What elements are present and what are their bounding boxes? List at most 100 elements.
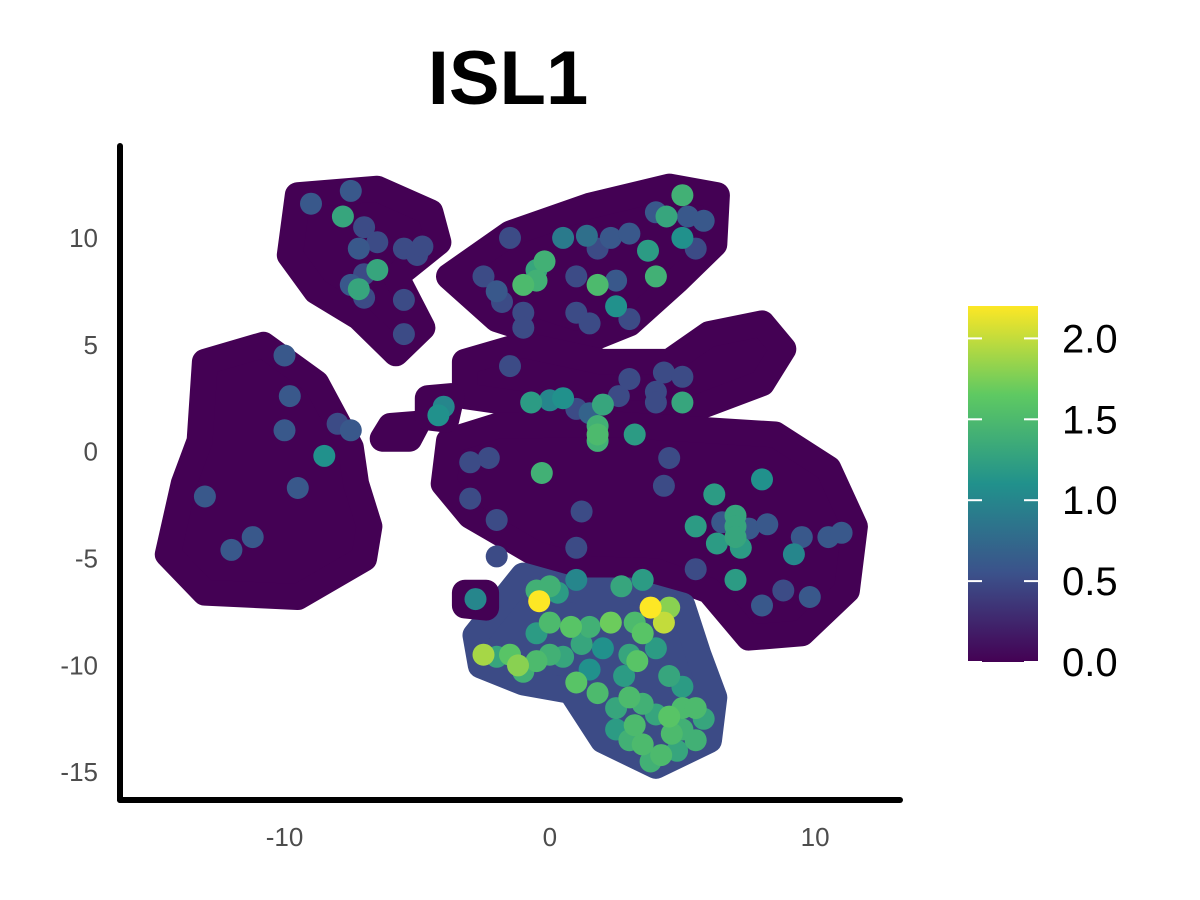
data-point [565, 568, 588, 591]
data-point [565, 536, 588, 559]
data-point [300, 192, 322, 215]
data-point [586, 273, 609, 296]
colorbar [968, 306, 1038, 662]
data-point [756, 513, 779, 536]
data-point [671, 226, 694, 249]
data-point [193, 485, 216, 508]
colorbar-label: 0.0 [1062, 641, 1118, 685]
data-point [411, 235, 434, 258]
data-point [605, 295, 628, 318]
data-point [366, 231, 389, 254]
y-tick-label: -15 [60, 757, 98, 787]
data-point [273, 344, 296, 367]
data-point [591, 637, 614, 660]
data-point [626, 650, 649, 673]
data-point [392, 288, 415, 311]
data-point [724, 526, 747, 549]
data-point [658, 705, 681, 728]
data-point [512, 273, 535, 296]
data-point [578, 312, 601, 335]
axes [117, 143, 903, 803]
data-point [530, 462, 553, 484]
region-cluster-left [154, 331, 383, 610]
data-point [652, 361, 675, 384]
data-point [392, 323, 415, 346]
data-point [790, 526, 813, 549]
data-point [684, 729, 707, 752]
x-tick-label: 10 [801, 822, 830, 852]
data-point [631, 733, 654, 756]
color-legend: 0.0 0.5 1.0 1.5 2.0 [968, 306, 1118, 685]
data-point [499, 355, 521, 378]
colorbar-label: 2.0 [1062, 317, 1118, 361]
data-point [485, 280, 508, 303]
data-point [586, 423, 609, 446]
colorbar-label: 0.5 [1062, 560, 1118, 604]
data-point [477, 447, 500, 469]
data-point [652, 611, 675, 634]
data-point [637, 239, 659, 262]
data-point [286, 477, 309, 499]
data-point [684, 558, 707, 581]
data-point [684, 515, 707, 538]
data-point [353, 216, 376, 239]
data-point [512, 316, 535, 339]
x-tick-label: 0 [543, 822, 557, 852]
y-tick-labels: -15 -10 -5 0 5 10 [60, 223, 98, 787]
data-point [772, 579, 795, 602]
data-point [631, 622, 654, 645]
data-point [830, 521, 853, 544]
data-point [464, 588, 487, 611]
y-tick-label: 5 [84, 330, 98, 360]
data-point [631, 568, 654, 591]
data-point [671, 391, 694, 414]
data-point [560, 615, 582, 638]
data-point [538, 611, 561, 634]
data-point [618, 686, 641, 709]
data-point [644, 391, 667, 414]
data-point [552, 226, 575, 249]
data-point [520, 391, 543, 414]
data-point [639, 596, 662, 619]
data-point [751, 468, 773, 491]
data-point [528, 590, 551, 613]
data-point [339, 179, 362, 202]
data-point [339, 419, 362, 442]
data-point [610, 575, 633, 598]
region-island-a [369, 410, 431, 452]
data-point [655, 205, 678, 228]
data-point [650, 744, 673, 767]
data-point [623, 714, 646, 737]
data-point [644, 265, 667, 288]
data-point [331, 205, 354, 228]
data-point [782, 543, 805, 566]
data-point [220, 538, 243, 561]
data-point [472, 643, 495, 666]
data-point [525, 650, 548, 673]
data-point [644, 637, 667, 660]
data-point [618, 368, 641, 390]
x-tick-labels: -10 0 10 [266, 822, 830, 852]
y-tick-label: -5 [75, 544, 98, 574]
data-point [684, 697, 707, 720]
colorbar-label: 1.5 [1062, 398, 1118, 442]
data-point [599, 226, 622, 249]
y-tick-label: -10 [60, 650, 98, 680]
data-point [652, 474, 675, 497]
data-point [575, 224, 598, 247]
colorbar-label: 1.0 [1062, 479, 1118, 523]
data-point [485, 545, 508, 568]
data-point [724, 568, 747, 591]
data-point [499, 226, 521, 249]
chart-title: ISL1 [428, 36, 589, 121]
data-point [427, 404, 450, 427]
data-point [313, 444, 336, 467]
data-point [533, 250, 556, 273]
data-point [591, 393, 614, 416]
data-point [658, 447, 681, 469]
data-point [613, 665, 636, 687]
data-points [193, 179, 853, 773]
data-point [703, 483, 726, 506]
data-point [485, 509, 508, 531]
data-point [599, 611, 622, 634]
